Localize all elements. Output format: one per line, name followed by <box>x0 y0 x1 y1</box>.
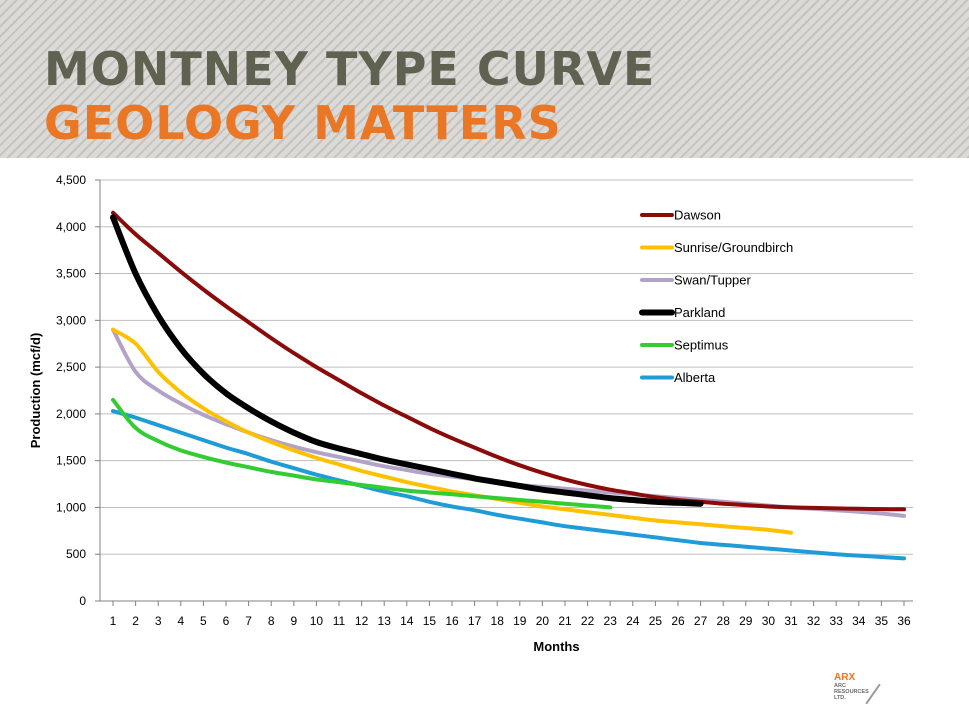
legend-label: Dawson <box>674 208 721 223</box>
y-tick-label: 2,000 <box>56 407 86 421</box>
x-tick-label: 29 <box>739 614 753 628</box>
x-tick-label: 13 <box>378 614 392 628</box>
x-tick-label: 2 <box>132 614 139 628</box>
x-tick-label: 23 <box>604 614 618 628</box>
x-tick-label: 6 <box>223 614 230 628</box>
x-tick-label: 22 <box>581 614 595 628</box>
x-tick-label: 11 <box>333 614 346 628</box>
y-tick-label: 500 <box>66 547 86 561</box>
title-line-1: MONTNEY TYPE CURVE <box>44 42 656 96</box>
legend-label: Alberta <box>674 370 716 385</box>
x-tick-label: 33 <box>830 614 844 628</box>
y-tick-label: 4,000 <box>56 220 86 234</box>
x-tick-label: 36 <box>897 614 911 628</box>
x-tick-label: 10 <box>310 614 324 628</box>
x-tick-label: 19 <box>513 614 527 628</box>
header-banner: MONTNEY TYPE CURVE GEOLOGY MATTERS <box>0 0 969 158</box>
logo-line-1: ARX <box>834 672 856 683</box>
x-tick-label: 28 <box>717 614 731 628</box>
title-line-2: GEOLOGY MATTERS <box>44 96 562 150</box>
x-axis-title: Months <box>533 639 579 654</box>
legend-label: Septimus <box>674 338 729 353</box>
x-tick-label: 5 <box>200 614 207 628</box>
x-tick-label: 34 <box>852 614 866 628</box>
x-tick-label: 1 <box>110 614 117 628</box>
x-tick-label: 18 <box>491 614 505 628</box>
y-tick-label: 2,500 <box>56 360 86 374</box>
x-tick-label: 7 <box>245 614 252 628</box>
production-chart: 0 500 1,000 1,500 2,000 2,500 3,000 3,500 4,000 4… <box>28 173 913 654</box>
y-tick-label: 4,500 <box>56 173 86 187</box>
series-line-parkland <box>110 214 704 507</box>
y-tick-label: 1,500 <box>56 454 86 468</box>
x-tick-label: 24 <box>626 614 640 628</box>
x-tick-label: 14 <box>400 614 414 628</box>
series-line-septimus <box>111 397 613 510</box>
x-tick-label: 26 <box>671 614 685 628</box>
x-tick-label: 16 <box>445 614 459 628</box>
y-tick-label: 3,000 <box>56 313 86 327</box>
x-tick-label: 21 <box>558 614 572 628</box>
legend-label: Sunrise/Groundbirch <box>674 240 793 255</box>
x-tick-label: 31 <box>784 614 798 628</box>
x-tick-label: 30 <box>762 614 776 628</box>
x-tick-label: 15 <box>423 614 437 628</box>
logo-line-3: RESOURCES <box>834 689 869 695</box>
x-tick-label: 25 <box>649 614 663 628</box>
x-tick-label: 17 <box>468 614 482 628</box>
x-tick-label: 27 <box>694 614 708 628</box>
x-tick-label: 9 <box>290 614 297 628</box>
y-axis-title: Production (mcf/d) <box>28 333 43 449</box>
x-tick-label: 12 <box>355 614 369 628</box>
legend-label: Parkland <box>674 305 725 320</box>
x-tick-label: 32 <box>807 614 821 628</box>
logo-line-4: LTD. <box>834 695 846 701</box>
x-tick-label: 35 <box>875 614 889 628</box>
y-tick-label: 1,000 <box>56 500 86 514</box>
x-tick-label: 8 <box>268 614 275 628</box>
x-tick-label: 4 <box>177 614 184 628</box>
series-line-dawson <box>111 210 906 512</box>
arc-resources-logo: ARX ARC RESOURCES LTD. <box>834 672 904 712</box>
legend-label: Swan/Tupper <box>674 273 752 288</box>
logo-line-2: ARC <box>834 683 846 689</box>
y-tick-label: 3,500 <box>56 267 86 281</box>
x-tick-label: 3 <box>155 614 162 628</box>
y-tick-label: 0 <box>79 594 86 608</box>
series-line-alberta <box>111 409 906 561</box>
x-tick-label: 20 <box>536 614 550 628</box>
series-line-sunrise-groundbirch <box>111 327 793 535</box>
